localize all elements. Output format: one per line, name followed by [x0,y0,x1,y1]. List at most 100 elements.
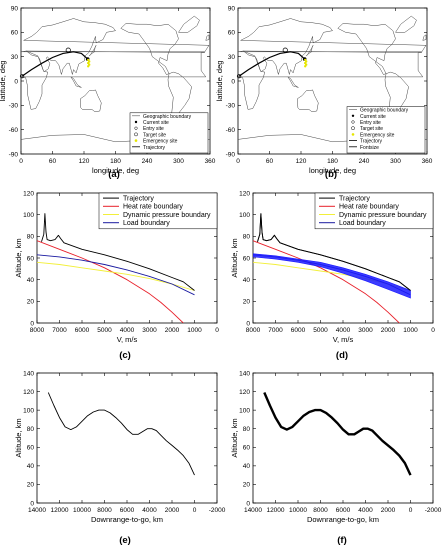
series-line [253,240,400,323]
y-tick-label: 80 [27,234,35,241]
legend-label: Current site [143,120,169,126]
y-tick-label: 100 [23,407,34,414]
y-tick-label: 120 [23,389,34,396]
x-tick-label: 12000 [266,507,284,514]
x-axis-label: V, m/s [333,335,354,344]
legend-label: Trajectory [339,196,370,203]
emergency-site-marker [87,65,90,68]
y-tick-label: -30 [226,103,236,110]
y-tick-label: 120 [23,190,34,197]
panel-c: (c) 8000 7000 6000 5000 4000 3000 2000 1000 0 0 20 4… [14,190,219,361]
x-tick-label: 8000 [246,327,261,334]
y-tick-label: 60 [27,255,35,262]
x-axis-label: V, m/s [117,335,138,344]
panel-label: (f) [337,535,347,546]
y-tick-label: 60 [228,30,236,37]
legend-label: Geographic boundary [143,114,192,120]
coastline [205,34,210,41]
plot-area [263,392,412,476]
coastline [120,23,179,75]
series-line [37,254,195,296]
y-tick-label: 0 [30,320,34,327]
y-tick-label: 20 [27,482,35,489]
panel-f: (f) 14000 12000 10000 8000 6000 4000 2000 0 -2000… [230,370,442,546]
y-axis-label: Altitude, km [230,238,239,277]
y-tick-label: 80 [243,426,251,433]
target-site-marker [282,47,288,53]
panel-label: (c) [119,350,131,361]
y-tick-label: 80 [27,426,35,433]
y-tick-label: 90 [11,5,19,12]
load-boundary-band [253,253,411,299]
x-tick-label: 360 [422,158,433,165]
coastline [80,89,102,113]
y-tick-label: 30 [11,54,19,61]
target-site-marker [65,47,71,53]
coastline [297,89,319,113]
x-tick-label: 10000 [73,507,91,514]
x-tick-label: 12000 [50,507,68,514]
y-tick-label: 40 [243,277,251,284]
x-tick-label: 180 [110,158,121,165]
y-tick-label: 140 [239,370,250,377]
y-tick-label: 0 [14,78,18,85]
plot-area [47,392,195,476]
legend-label: Trajectory [360,139,383,145]
legend-label: Target site [143,132,166,138]
x-tick-label: 6000 [75,327,90,334]
x-tick-label: 10000 [289,507,307,514]
panel-a: (a) 0 60 120 180 240 300 360 -90 -60 -30 0 30 60 90 lon… [0,5,216,180]
y-axis-label: latitude, deg [0,61,7,102]
y-tick-label: 60 [11,30,19,37]
legend-swatch [134,139,138,142]
x-tick-label: 6000 [336,507,351,514]
legend-box [346,106,426,154]
y-tick-label: 20 [243,482,251,489]
y-tick-label: 20 [243,299,251,306]
y-tick-label: 0 [246,500,250,507]
series-line [37,240,184,323]
y-axis-label: latitude, deg [215,61,224,102]
x-tick-label: 5000 [97,327,112,334]
panel-e: (e) 14000 12000 10000 8000 6000 4000 2000 0 -2000… [14,370,226,546]
panel-d: (d) 8000 7000 6000 5000 4000 3000 2000 1000 0 0 20 4… [230,190,435,361]
panel-label: (b) [325,169,337,180]
legend-label: Emergency site [360,132,395,138]
legend-label: Fontsize [360,145,379,151]
y-axis-label: Altitude, km [14,238,23,277]
y-tick-label: 80 [243,234,251,241]
legend-label: Dynamic pressure boundary [339,212,427,219]
series-line [41,213,195,291]
legend-swatch [351,120,355,124]
y-tick-label: 120 [239,190,250,197]
coastline [20,50,207,110]
x-tick-label: 14000 [28,507,46,514]
x-tick-label: 0 [19,158,23,165]
panel-b: (b) 0 60 120 180 240 300 360 -90 -60 -30 0 30 60 90 lon… [215,5,433,180]
x-tick-label: 60 [266,158,274,165]
legend-label: Geographic boundary [360,108,409,114]
legend-label: Load boundary [123,220,170,227]
y-tick-label: 30 [228,54,236,61]
x-tick-label: 300 [173,158,184,165]
x-tick-label: 3000 [142,327,157,334]
x-tick-label: 8000 [97,507,112,514]
y-tick-label: 100 [23,212,34,219]
x-tick-label: 1000 [403,327,418,334]
panel-label: (e) [119,535,131,546]
x-tick-label: 3000 [358,327,373,334]
x-tick-label: 0 [215,327,219,334]
coastline [337,23,396,75]
legend-label: Heat rate boundary [123,204,183,211]
coastline [70,76,82,88]
series-line [37,261,195,291]
x-axis-label: longitude, deg [92,166,139,175]
x-tick-label: 2000 [165,327,180,334]
x-tick-label: 0 [236,158,240,165]
x-tick-label: 0 [431,327,435,334]
x-tick-label: 4000 [336,327,351,334]
y-tick-label: 60 [243,255,251,262]
entry-site-marker [236,73,242,79]
